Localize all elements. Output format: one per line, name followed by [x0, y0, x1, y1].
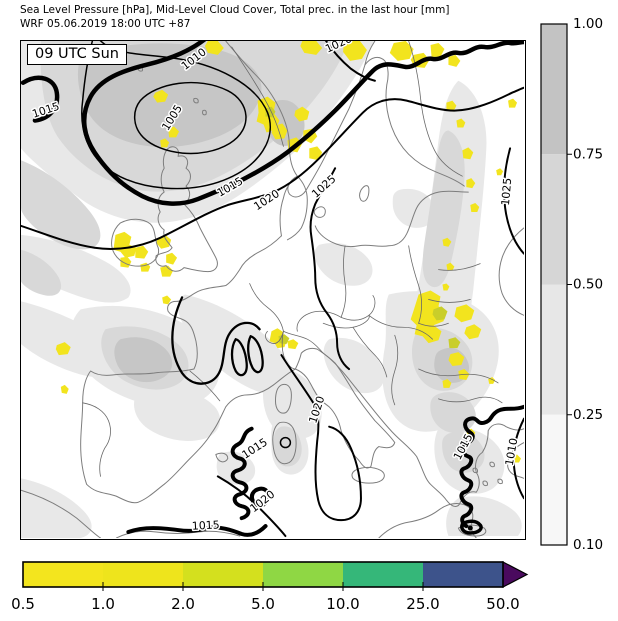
- precip-colorbar: 0.5 1.0 2.0 5.0 10.0 25.0 50.0: [11, 561, 529, 613]
- precip-colorbar-tick-label: 1.0: [91, 595, 115, 613]
- timestamp-label: 09 UTC Sun: [35, 46, 119, 62]
- precip-colorbar-tick-label: 2.0: [171, 595, 195, 613]
- cloud-colorbar-tick-label: 0.75: [573, 146, 603, 162]
- figure-subtitle: WRF 05.06.2019 18:00 UTC +87: [20, 18, 191, 30]
- isobar-label: 1010: [503, 437, 521, 467]
- cloud-colorbar-tick-label: 0.25: [573, 407, 603, 423]
- map-svg: 1020 1010 1005 1015 1015 1020 1025 1025 …: [21, 41, 524, 538]
- isobars-thick: [21, 41, 524, 537]
- precip-colorbar-segment: [103, 562, 183, 587]
- precip-colorbar-segment: [263, 562, 343, 587]
- cloud-colorbar-segment: [541, 154, 567, 285]
- precip-colorbar-tick-label: 0.5: [11, 595, 35, 613]
- precip-colorbar-arrow: [502, 561, 529, 588]
- isobar-label: 1025: [499, 177, 514, 206]
- precip-colorbar-tick-label: 25.0: [406, 595, 439, 613]
- precip-areas: [55, 41, 521, 463]
- cloud-cover-colorbar: 1.00 0.75 0.50 0.25 0.10: [540, 16, 603, 553]
- cloud-colorbar-tick-label: 0.10: [573, 537, 603, 553]
- precip-colorbar-tick-label: 50.0: [486, 595, 519, 613]
- timestamp-box: 09 UTC Sun: [27, 44, 127, 65]
- precip-colorbar-segment: [183, 562, 263, 587]
- precip-colorbar-segment: [343, 562, 423, 587]
- cloud-colorbar-tick-label: 0.50: [573, 277, 603, 293]
- precip-colorbar-segment: [423, 562, 503, 587]
- cloud-colorbar-segment: [541, 414, 567, 545]
- isobar-label: 1015: [191, 518, 219, 532]
- cloud-colorbar-tick-label: 1.00: [573, 16, 603, 32]
- country-borders: [82, 41, 503, 477]
- precip-colorbar-segment: [23, 562, 103, 587]
- figure-title: Sea Level Pressure [hPa], Mid-Level Clou…: [20, 4, 450, 16]
- cloud-colorbar-segment: [541, 24, 567, 155]
- isobar-labels: 1020 1010 1005 1015 1015 1020 1025 1025 …: [29, 41, 522, 534]
- map-panel: 1020 1010 1005 1015 1015 1020 1025 1025 …: [20, 40, 526, 540]
- cloud-colorbar-segment: [541, 284, 567, 415]
- precip-colorbar-tick-label: 10.0: [326, 595, 359, 613]
- precip-colorbar-tick-label: 5.0: [251, 595, 275, 613]
